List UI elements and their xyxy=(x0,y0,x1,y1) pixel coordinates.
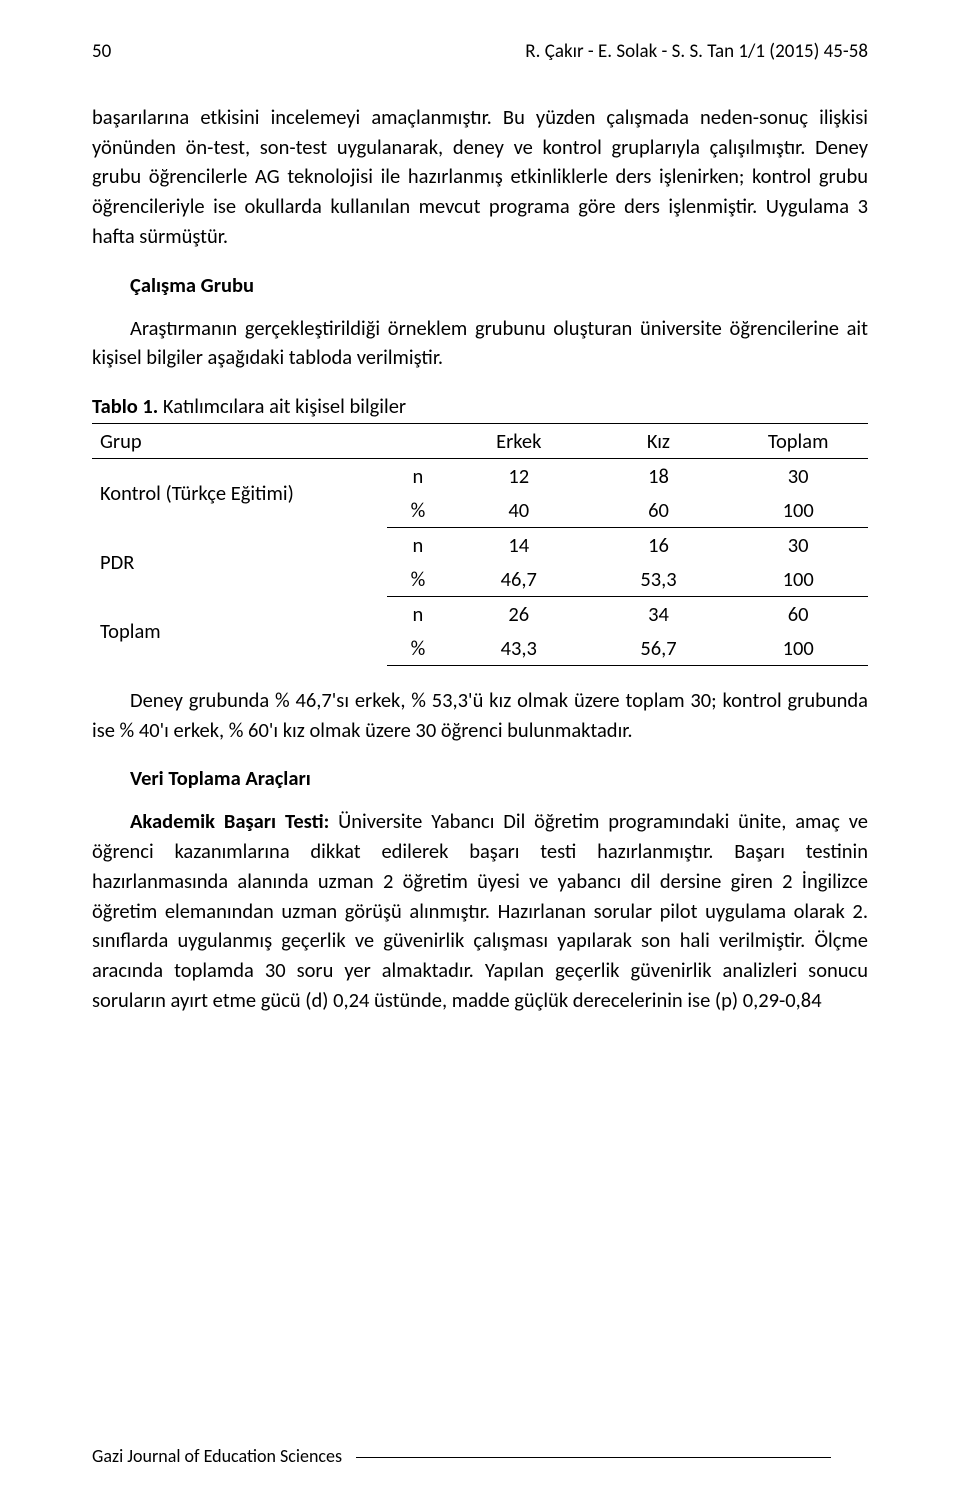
table-header-row: Grup Erkek Kız Toplam xyxy=(92,424,868,459)
paragraph-3-text: Deney grubunda % 46,7'sı erkek, % 53,3'ü… xyxy=(92,687,868,743)
cell: % xyxy=(387,562,449,597)
cell: 56,7 xyxy=(589,631,729,666)
cell: 43,3 xyxy=(449,631,589,666)
cell: 60 xyxy=(589,493,729,528)
cell: % xyxy=(387,631,449,666)
cell: % xyxy=(387,493,449,528)
col-header-kiz: Kız xyxy=(589,424,729,459)
table-caption-label: Tablo 1. xyxy=(92,393,158,419)
col-header-erkek: Erkek xyxy=(449,424,589,459)
section-heading-veri-toplama: Veri Toplama Araçları xyxy=(92,765,868,791)
cell: 16 xyxy=(589,528,729,563)
cell: 53,3 xyxy=(589,562,729,597)
paragraph-4-text: Üniversite Yabancı Dil öğretim programın… xyxy=(92,808,868,1012)
table-caption-text: Katılımcılara ait kişisel bilgiler xyxy=(158,393,406,419)
paragraph-4: Akademik Başarı Testi: Üniversite Yabanc… xyxy=(92,807,868,1015)
running-header: 50 R. Çakır - E. Solak - S. S. Tan 1/1 (… xyxy=(92,40,868,63)
cell: 18 xyxy=(589,459,729,494)
row-label-kontrol: Kontrol (Türkçe Eğitimi) xyxy=(92,459,387,528)
cell: 34 xyxy=(589,597,729,632)
paragraph-3: Deney grubunda % 46,7'sı erkek, % 53,3'ü… xyxy=(92,686,868,745)
cell: n xyxy=(387,528,449,563)
header-citation: R. Çakır - E. Solak - S. S. Tan 1/1 (201… xyxy=(525,40,868,63)
footer-rule xyxy=(356,1457,831,1458)
paragraph-2-text: Araştırmanın gerçekleştirildiği örneklem… xyxy=(92,315,868,371)
col-header-grup: Grup xyxy=(92,424,387,459)
page: 50 R. Çakır - E. Solak - S. S. Tan 1/1 (… xyxy=(0,0,960,1501)
cell: n xyxy=(387,597,449,632)
cell: 46,7 xyxy=(449,562,589,597)
cell: 40 xyxy=(449,493,589,528)
table-row: Kontrol (Türkçe Eğitimi) n 12 18 30 xyxy=(92,459,868,494)
table-row: PDR n 14 16 30 xyxy=(92,528,868,563)
cell: 12 xyxy=(449,459,589,494)
paragraph-4-lead-bold: Akademik Başarı Testi: xyxy=(130,808,338,834)
col-header-toplam: Toplam xyxy=(728,424,868,459)
cell: 100 xyxy=(728,631,868,666)
footer: Gazi Journal of Education Sciences xyxy=(92,1445,831,1467)
table-row: Toplam n 26 34 60 xyxy=(92,597,868,632)
participants-table: Grup Erkek Kız Toplam Kontrol (Türkçe Eğ… xyxy=(92,423,868,666)
cell: 14 xyxy=(449,528,589,563)
cell: 100 xyxy=(728,562,868,597)
cell: 30 xyxy=(728,459,868,494)
cell: 100 xyxy=(728,493,868,528)
row-label-pdr: PDR xyxy=(92,528,387,597)
page-number: 50 xyxy=(92,40,111,63)
cell: 30 xyxy=(728,528,868,563)
cell: n xyxy=(387,459,449,494)
row-label-toplam: Toplam xyxy=(92,597,387,666)
paragraph-1: başarılarına etkisini incelemeyi amaçlan… xyxy=(92,103,868,252)
cell: 60 xyxy=(728,597,868,632)
table-caption: Tablo 1. Katılımcılara ait kişisel bilgi… xyxy=(92,393,868,419)
section-heading-calisma-grubu: Çalışma Grubu xyxy=(92,272,868,298)
paragraph-2: Araştırmanın gerçekleştirildiği örneklem… xyxy=(92,314,868,373)
footer-text: Gazi Journal of Education Sciences xyxy=(92,1445,342,1467)
col-header-blank xyxy=(387,424,449,459)
cell: 26 xyxy=(449,597,589,632)
